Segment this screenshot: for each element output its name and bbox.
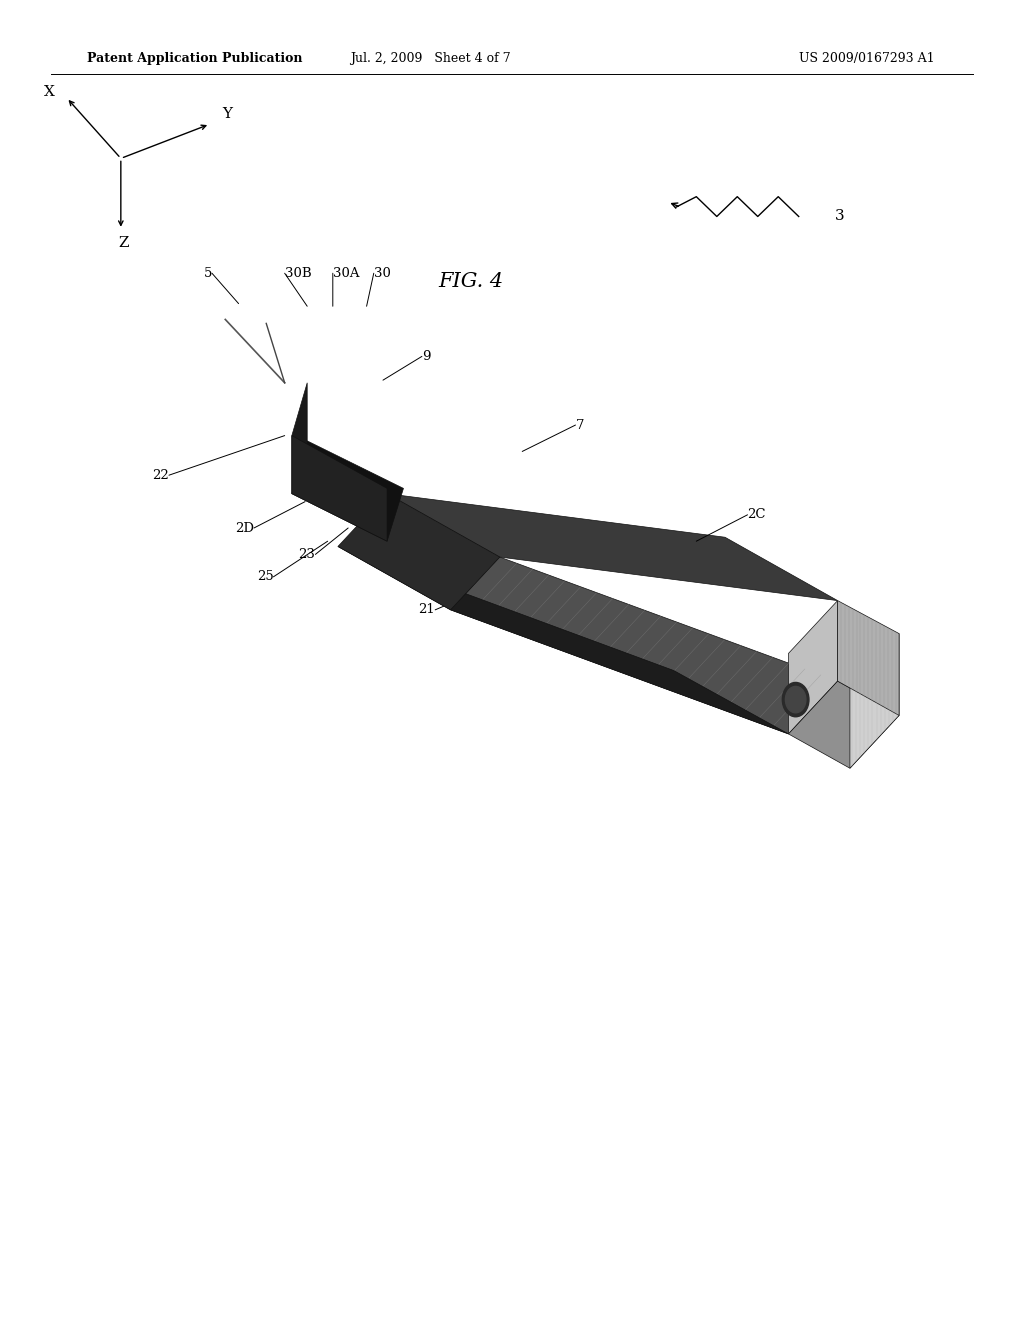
Polygon shape bbox=[338, 494, 500, 610]
Polygon shape bbox=[338, 546, 788, 734]
Text: 9: 9 bbox=[422, 350, 430, 363]
Text: 22: 22 bbox=[153, 469, 169, 482]
Polygon shape bbox=[292, 436, 387, 541]
Circle shape bbox=[785, 686, 806, 713]
Polygon shape bbox=[850, 634, 899, 768]
Polygon shape bbox=[788, 601, 838, 734]
Text: 25: 25 bbox=[257, 570, 273, 583]
Circle shape bbox=[782, 682, 809, 717]
Text: 21: 21 bbox=[419, 603, 435, 616]
Polygon shape bbox=[387, 494, 838, 601]
Text: 3: 3 bbox=[835, 210, 844, 223]
Text: 30A: 30A bbox=[333, 267, 359, 280]
Text: X: X bbox=[44, 86, 54, 99]
Text: Jul. 2, 2009   Sheet 4 of 7: Jul. 2, 2009 Sheet 4 of 7 bbox=[350, 51, 510, 65]
Text: Z: Z bbox=[119, 236, 129, 249]
Text: 23: 23 bbox=[299, 548, 315, 561]
Text: 30: 30 bbox=[374, 267, 390, 280]
Text: 7: 7 bbox=[575, 418, 584, 432]
Text: 5: 5 bbox=[204, 267, 212, 280]
Text: US 2009/0167293 A1: US 2009/0167293 A1 bbox=[799, 51, 934, 65]
Polygon shape bbox=[451, 557, 838, 734]
Polygon shape bbox=[292, 441, 403, 541]
Polygon shape bbox=[292, 383, 307, 494]
Text: 2C: 2C bbox=[748, 508, 766, 521]
Polygon shape bbox=[788, 681, 899, 768]
Text: FIG. 4: FIG. 4 bbox=[438, 272, 504, 290]
Text: Y: Y bbox=[222, 107, 232, 120]
Text: 2D: 2D bbox=[234, 521, 254, 535]
Polygon shape bbox=[838, 601, 899, 715]
Text: Patent Application Publication: Patent Application Publication bbox=[87, 51, 302, 65]
Text: 30B: 30B bbox=[285, 267, 311, 280]
